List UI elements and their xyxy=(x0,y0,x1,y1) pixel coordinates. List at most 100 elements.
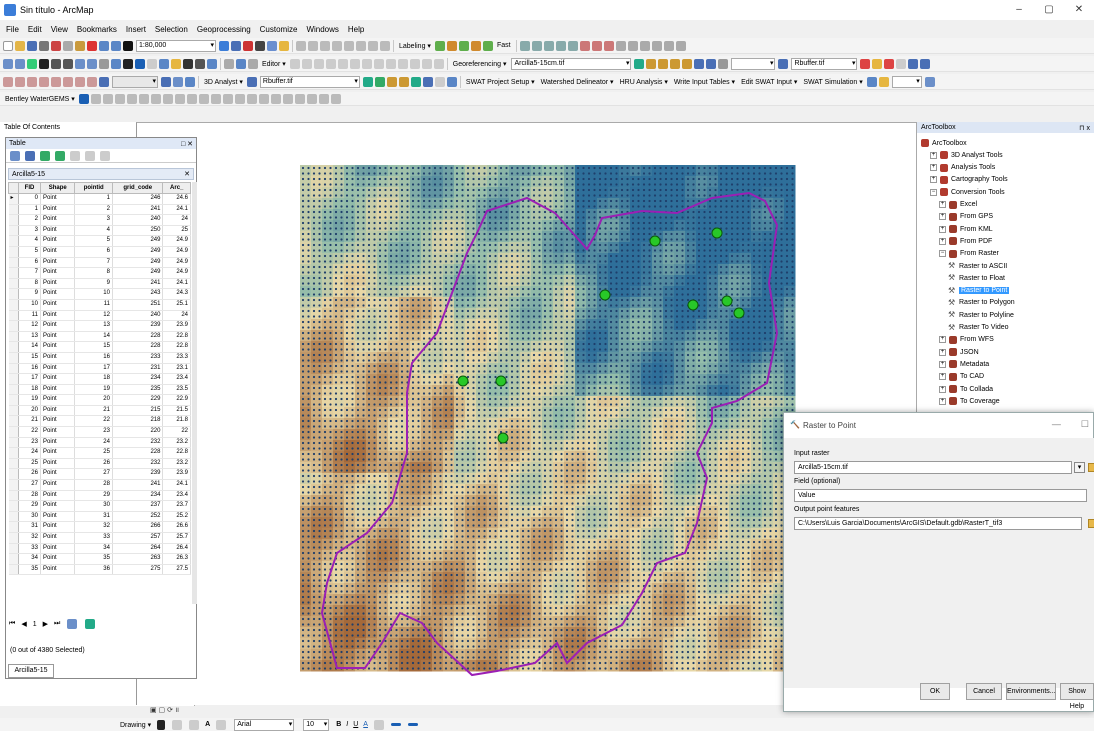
map-tool-icon-m[interactable] xyxy=(675,40,686,51)
split-icon[interactable] xyxy=(344,40,354,51)
bentley-watergems-menu[interactable]: Bentley WaterGEMS ▾ xyxy=(5,95,75,103)
update-georeferencing-icon[interactable] xyxy=(694,58,705,69)
watergems-tool-l[interactable] xyxy=(222,93,233,104)
swipe-layer-icon[interactable] xyxy=(908,58,919,69)
back-extent-icon[interactable] xyxy=(75,58,85,69)
redo-icon[interactable] xyxy=(111,40,121,51)
watergems-tool-f[interactable] xyxy=(150,93,161,104)
edit-swat-input-menu[interactable]: Edit SWAT Input ▾ xyxy=(741,78,798,86)
paste-icon[interactable] xyxy=(75,40,85,51)
swat-simulation-menu[interactable]: SWAT Simulation ▾ xyxy=(803,78,863,86)
toolbar-3-icon-i[interactable] xyxy=(99,76,109,87)
hyperlink-icon[interactable] xyxy=(195,58,205,69)
interpolate-point-icon[interactable] xyxy=(398,76,409,87)
end-point-arc-icon[interactable] xyxy=(325,58,336,69)
delete-icon[interactable] xyxy=(87,40,97,51)
edit-vertices-icon[interactable] xyxy=(361,58,372,69)
open-folder-icon[interactable] xyxy=(15,40,25,51)
time-slider-icon[interactable] xyxy=(207,58,217,69)
effects-toggle-icon[interactable] xyxy=(860,58,871,69)
effects-layer-icon[interactable] xyxy=(778,58,789,69)
rotate-tool-icon[interactable] xyxy=(409,58,420,69)
steepest-path-icon[interactable] xyxy=(374,76,385,87)
editor-toolbar-icon[interactable] xyxy=(219,40,229,51)
map-tool-icon-b[interactable] xyxy=(543,40,554,51)
swat-combo[interactable] xyxy=(891,75,922,88)
map-tool-icon-l[interactable] xyxy=(663,40,674,51)
adjust-contrast-icon[interactable] xyxy=(884,58,895,69)
map-tool-icon-i[interactable] xyxy=(627,40,638,51)
scale-raster-icon[interactable] xyxy=(658,58,669,69)
view-unplaced-icon[interactable] xyxy=(482,40,493,51)
map-tool-icon-c[interactable] xyxy=(555,40,566,51)
watergems-tool-n[interactable] xyxy=(246,93,257,104)
georeferencing-layer-combo[interactable]: Arcilla5-15cm.tif xyxy=(511,57,632,70)
identify-icon[interactable] xyxy=(135,58,145,69)
hru-analysis-menu[interactable]: HRU Analysis ▾ xyxy=(619,78,668,86)
georeferencing-menu[interactable]: Georeferencing ▾ xyxy=(452,60,507,68)
lock-labels-icon[interactable] xyxy=(458,40,469,51)
profile-graph-icon[interactable] xyxy=(422,76,433,87)
trace-icon[interactable] xyxy=(320,40,330,51)
cut-icon[interactable] xyxy=(51,40,61,51)
attributes-window-icon[interactable] xyxy=(421,58,432,69)
sketch-tools-icon[interactable] xyxy=(308,40,318,51)
data-view-icon[interactable] xyxy=(248,58,258,69)
watergems-tool-p[interactable] xyxy=(270,93,281,104)
watergems-tool-o[interactable] xyxy=(258,93,269,104)
layout-view-icon[interactable] xyxy=(236,58,246,69)
labeling-menu[interactable]: Labeling ▾ xyxy=(399,42,431,50)
edit-annotation-icon[interactable] xyxy=(301,58,312,69)
sketch-properties-window-icon[interactable] xyxy=(433,58,444,69)
undo-icon[interactable] xyxy=(99,40,109,51)
map-view[interactable] xyxy=(136,122,916,705)
3d-analyst-menu[interactable]: 3D Analyst ▾ xyxy=(204,78,243,86)
watergems-tool-g[interactable] xyxy=(162,93,173,104)
new-document-icon[interactable] xyxy=(3,40,13,51)
watergems-tool-c[interactable] xyxy=(114,93,125,104)
reshape-feature-icon[interactable] xyxy=(373,58,384,69)
menu-selection[interactable]: Selection xyxy=(154,24,188,34)
minimize-button[interactable]: – xyxy=(1016,4,1022,15)
rectify-icon[interactable] xyxy=(706,58,717,69)
toolbar-3-combo[interactable] xyxy=(112,75,158,88)
menu-bookmarks[interactable]: Bookmarks xyxy=(76,24,117,34)
watershed-delineator-menu[interactable]: Watershed Delineator ▾ xyxy=(540,78,614,86)
catalog-tool-icon[interactable] xyxy=(519,40,530,51)
menu-windows[interactable]: Windows xyxy=(306,24,339,34)
draw-tools-icon[interactable] xyxy=(296,40,306,51)
rotate-raster-icon[interactable] xyxy=(634,58,645,69)
menu-help[interactable]: Help xyxy=(347,24,365,34)
toolbar-3-icon-a[interactable] xyxy=(3,76,13,87)
reshape-icon[interactable] xyxy=(332,40,342,51)
toolbar-3-icon-k[interactable] xyxy=(173,76,183,87)
watergems-tool-a[interactable] xyxy=(90,93,101,104)
table-of-contents-icon[interactable] xyxy=(231,40,241,51)
map-scale-combo[interactable]: 1:80,000 xyxy=(136,39,216,52)
forward-extent-icon[interactable] xyxy=(87,58,97,69)
python-window-icon[interactable] xyxy=(255,40,265,51)
swat-extra-icon[interactable] xyxy=(878,76,889,87)
georef-blank-combo[interactable] xyxy=(731,57,776,70)
rotate-icon[interactable] xyxy=(356,40,366,51)
watergems-tool-u[interactable] xyxy=(330,93,341,104)
menu-file[interactable]: File xyxy=(6,24,19,34)
watergems-tool-e[interactable] xyxy=(138,93,149,104)
clear-selection-icon[interactable] xyxy=(111,58,121,69)
watergems-tool-j[interactable] xyxy=(198,93,209,104)
watergems-tool-q[interactable] xyxy=(282,93,293,104)
flicker-layer-icon[interactable] xyxy=(920,58,931,69)
labeling-quality[interactable]: Fast xyxy=(496,42,511,49)
add-data-icon[interactable] xyxy=(123,40,133,51)
model-builder-icon[interactable] xyxy=(279,40,289,51)
swat-project-setup-menu[interactable]: SWAT Project Setup ▾ xyxy=(465,78,535,86)
html-popup-icon[interactable] xyxy=(147,58,157,69)
cut-polygons-icon[interactable] xyxy=(385,58,396,69)
swat-flag-icon[interactable] xyxy=(924,76,935,87)
save-icon[interactable] xyxy=(27,40,37,51)
menu-view[interactable]: View xyxy=(50,24,68,34)
edit-tool-icon[interactable] xyxy=(289,58,300,69)
create-viewer-icon[interactable] xyxy=(224,58,234,69)
add-control-points-icon[interactable] xyxy=(670,58,681,69)
map-tool-icon-k[interactable] xyxy=(651,40,662,51)
